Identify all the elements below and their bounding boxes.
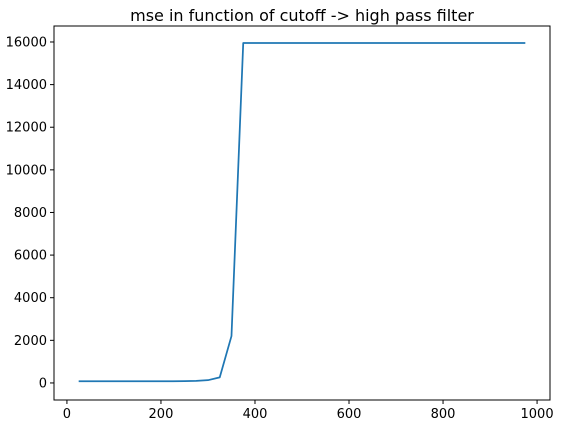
y-tick-label: 4000: [14, 291, 47, 306]
x-tick-label: 600: [337, 407, 362, 422]
y-tick-label: 2000: [14, 334, 47, 349]
x-tick-label: 1000: [521, 407, 554, 422]
x-axis: 0 200 400 600 800 1000: [63, 400, 554, 422]
y-axis: 0 2000 4000 6000 8000 10000 12000 14000 16000: [6, 35, 54, 391]
x-tick-label: 400: [243, 407, 268, 422]
series-line-mse: [78, 42, 526, 383]
y-tick-label: 14000: [6, 78, 47, 93]
x-tick-label: 200: [149, 407, 174, 422]
x-tick-label: 0: [63, 407, 71, 422]
y-tick-label: 6000: [14, 249, 47, 264]
y-tick-label: 16000: [6, 35, 47, 50]
plot-area-frame: [53, 25, 551, 401]
x-tick-label: 800: [431, 407, 456, 422]
series-group: [78, 42, 526, 383]
y-tick-label: 10000: [6, 163, 47, 178]
y-tick-label: 8000: [14, 206, 47, 221]
y-tick-label: 0: [39, 376, 47, 391]
chart-title: mse in function of cutoff -> high pass f…: [130, 6, 474, 25]
y-tick-label: 12000: [6, 121, 47, 136]
